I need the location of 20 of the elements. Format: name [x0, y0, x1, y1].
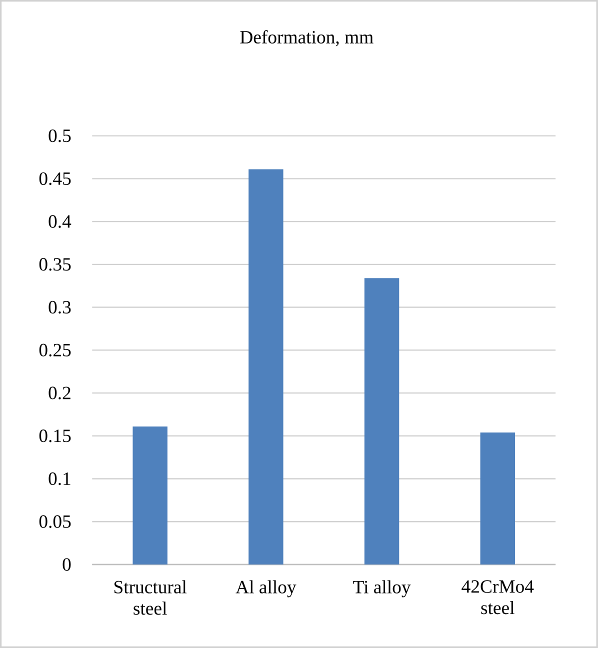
y-tick-label: 0.1 — [48, 472, 70, 486]
y-tick-label: 0.05 — [39, 515, 71, 528]
x-tick-label: 42CrMo4 steel — [462, 580, 534, 614]
chart-title: Deformation, mm — [240, 30, 374, 46]
y-tick-label: 0.3 — [48, 300, 71, 314]
y-tick-label: 0 — [62, 558, 71, 571]
bar — [132, 426, 168, 564]
y-tick-label: 0.15 — [39, 430, 71, 442]
x-tick-label: Al alloy — [236, 580, 296, 598]
y-tick-label: 0.45 — [39, 172, 71, 186]
y-tick-label: 0.5 — [48, 129, 71, 142]
y-tick-label: 0.25 — [39, 344, 71, 357]
bar — [248, 169, 284, 564]
y-tick-label: 0.35 — [39, 258, 71, 271]
bar — [480, 432, 516, 564]
bar — [364, 278, 400, 564]
x-tick-label: Structural steel — [114, 580, 187, 615]
y-tick-label: 0.2 — [48, 386, 70, 400]
y-tick-label: 0.4 — [48, 215, 72, 228]
x-tick-label: Ti alloy — [353, 580, 411, 598]
